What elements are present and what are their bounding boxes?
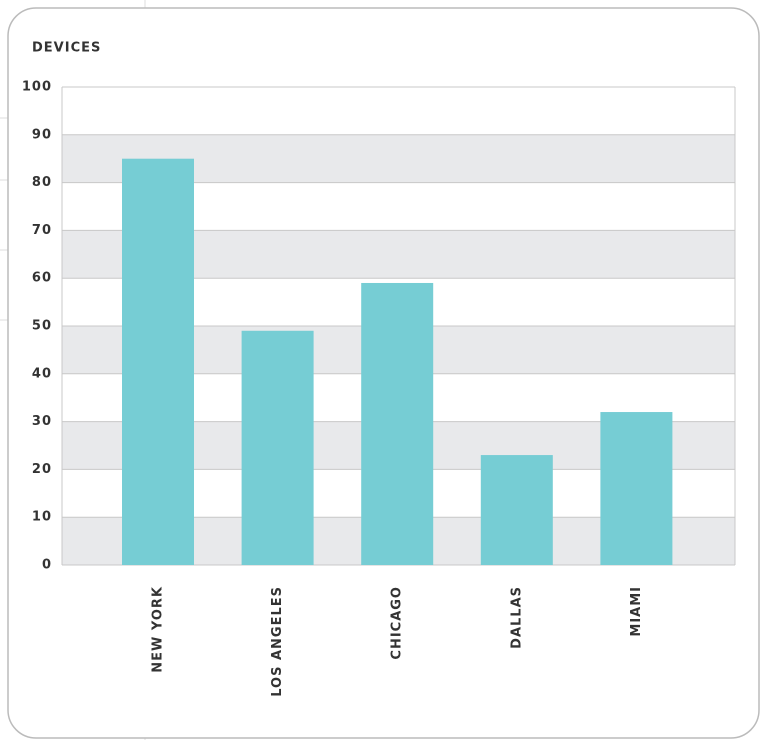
chart-title: DEVICES [32,41,101,56]
bar [241,330,314,565]
bar [122,158,194,565]
y-tick-label: 40 [32,366,52,381]
y-tick-label: 70 [32,223,52,238]
y-tick-label: 90 [32,127,52,142]
y-tick-label: 10 [32,510,52,525]
x-tick-label: LOS ANGELES [270,586,285,697]
y-tick-label: 100 [22,80,52,95]
y-tick-label: 30 [32,414,52,429]
y-tick-label: 20 [32,462,52,477]
y-tick-label: 60 [32,271,52,286]
x-tick-label: MIAMI [629,586,644,637]
bar [361,282,434,565]
x-tick-label: DALLAS [509,586,524,649]
bar [480,455,553,565]
plot: 0 10 20 30 40 50 60 70 80 90 100 NEW YORK LOS ANGELE… [22,80,736,697]
x-tick-label: CHICAGO [390,586,405,660]
bar [600,412,673,565]
y-tick-label: 0 [42,558,52,573]
x-tick-label: NEW YORK [151,586,166,673]
y-tick-label: 50 [32,319,52,334]
y-tick-label: 80 [32,175,52,190]
